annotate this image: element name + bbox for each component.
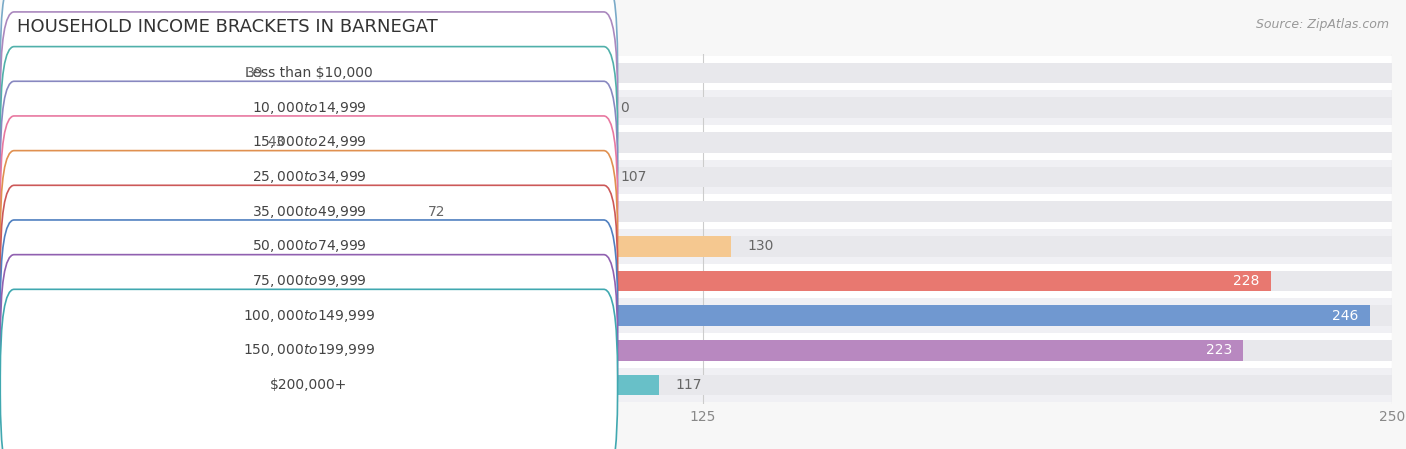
Bar xyxy=(14,125,1392,160)
Bar xyxy=(14,340,1243,361)
Bar xyxy=(14,374,659,396)
Bar xyxy=(14,62,1392,84)
Bar xyxy=(14,132,252,153)
FancyBboxPatch shape xyxy=(0,289,617,449)
Text: 0: 0 xyxy=(620,101,628,114)
Text: $50,000 to $74,999: $50,000 to $74,999 xyxy=(252,238,367,254)
FancyBboxPatch shape xyxy=(0,12,617,203)
Text: 43: 43 xyxy=(267,135,285,150)
Bar xyxy=(14,374,1392,396)
Text: $100,000 to $149,999: $100,000 to $149,999 xyxy=(243,308,375,324)
Bar xyxy=(14,305,1369,326)
Bar xyxy=(14,305,1392,326)
Text: $150,000 to $199,999: $150,000 to $199,999 xyxy=(243,342,375,358)
Bar xyxy=(14,271,1392,291)
FancyBboxPatch shape xyxy=(0,255,617,446)
Text: 223: 223 xyxy=(1206,343,1232,357)
FancyBboxPatch shape xyxy=(0,220,617,411)
FancyBboxPatch shape xyxy=(0,0,617,169)
Text: Less than $10,000: Less than $10,000 xyxy=(245,66,373,80)
Text: 130: 130 xyxy=(747,239,773,253)
FancyBboxPatch shape xyxy=(0,185,617,377)
Bar xyxy=(14,90,1392,125)
Text: $35,000 to $49,999: $35,000 to $49,999 xyxy=(252,204,367,220)
Text: 228: 228 xyxy=(1233,274,1260,288)
Bar xyxy=(14,236,731,257)
Bar xyxy=(14,97,1392,118)
Bar xyxy=(14,201,411,222)
Bar xyxy=(14,194,1392,229)
Text: 72: 72 xyxy=(427,205,444,219)
Text: 39: 39 xyxy=(246,66,263,80)
Bar xyxy=(14,368,1392,402)
Bar xyxy=(14,62,229,84)
Text: 117: 117 xyxy=(675,378,702,392)
Text: 246: 246 xyxy=(1333,308,1358,323)
FancyBboxPatch shape xyxy=(0,150,617,342)
Text: $10,000 to $14,999: $10,000 to $14,999 xyxy=(252,100,367,116)
Bar xyxy=(14,264,1392,298)
Bar xyxy=(14,298,1392,333)
Bar xyxy=(14,201,1392,222)
Bar xyxy=(14,229,1392,264)
Text: Source: ZipAtlas.com: Source: ZipAtlas.com xyxy=(1256,18,1389,31)
Bar xyxy=(14,56,1392,90)
Bar xyxy=(14,271,1271,291)
FancyBboxPatch shape xyxy=(0,116,617,308)
Text: $200,000+: $200,000+ xyxy=(270,378,347,392)
FancyBboxPatch shape xyxy=(0,81,617,273)
Bar xyxy=(14,167,603,187)
Bar xyxy=(14,160,1392,194)
Text: $25,000 to $34,999: $25,000 to $34,999 xyxy=(252,169,367,185)
Bar xyxy=(14,236,1392,257)
Bar xyxy=(14,333,1392,368)
Bar xyxy=(14,340,1392,361)
FancyBboxPatch shape xyxy=(0,47,617,238)
Text: HOUSEHOLD INCOME BRACKETS IN BARNEGAT: HOUSEHOLD INCOME BRACKETS IN BARNEGAT xyxy=(17,18,437,36)
Bar xyxy=(14,167,1392,187)
Text: 107: 107 xyxy=(620,170,647,184)
Text: $75,000 to $99,999: $75,000 to $99,999 xyxy=(252,273,367,289)
Text: $15,000 to $24,999: $15,000 to $24,999 xyxy=(252,134,367,150)
Bar xyxy=(14,132,1392,153)
